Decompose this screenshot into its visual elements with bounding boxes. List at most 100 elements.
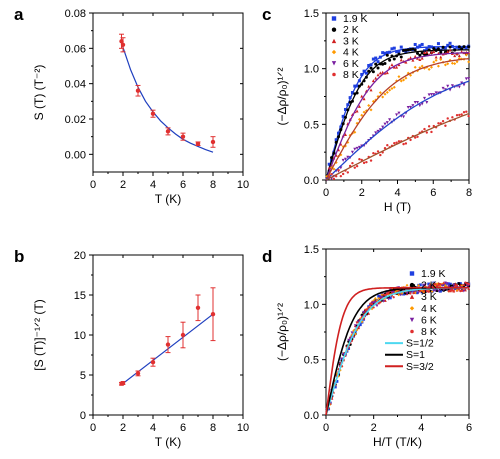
data-point	[409, 294, 415, 299]
data-point	[450, 61, 454, 65]
data-point	[355, 109, 359, 113]
data-point	[437, 283, 440, 287]
data-point	[429, 50, 433, 54]
data-point	[372, 301, 376, 305]
panel-c: 0 2 4 6 8 0.0 0.5 1.0 1.5 H (T) (−Δρ/ρ₀)¹ᐟ² c 1.9 K2…	[262, 5, 472, 214]
data-point	[335, 380, 339, 383]
data-point	[369, 88, 373, 92]
data-point	[443, 63, 447, 67]
data-point	[432, 60, 436, 64]
legend-label: S=1/2	[406, 338, 434, 350]
data-point	[429, 93, 433, 97]
data-point	[378, 91, 382, 95]
data-point	[402, 48, 406, 52]
data-point	[429, 65, 433, 69]
legend-label: 1.9 K	[343, 13, 368, 25]
x-tick-label: 6	[180, 422, 186, 434]
data-point	[362, 110, 366, 114]
data-point	[453, 62, 457, 66]
data-point	[392, 85, 396, 89]
data-point	[372, 152, 375, 155]
data-point	[464, 53, 468, 57]
data-point	[460, 288, 464, 291]
data-point	[442, 283, 446, 287]
data-point	[383, 92, 387, 96]
x-tick-label: 4	[150, 179, 156, 191]
x-tick-label: 2	[359, 187, 365, 199]
x-tick-label: 8	[210, 422, 216, 434]
data-point	[460, 289, 464, 292]
data-point	[457, 288, 460, 291]
data-point	[380, 293, 384, 297]
legend-label: S=3/2	[406, 361, 434, 373]
plot-frame	[92, 12, 244, 173]
legend-label: 4 K	[421, 303, 437, 315]
data-point	[405, 283, 409, 287]
x-tick-label: 0	[323, 187, 329, 199]
data-point	[427, 67, 431, 71]
y-tick-label: 15	[74, 290, 86, 302]
data-point	[331, 16, 337, 21]
data-point	[165, 129, 171, 134]
data-point	[397, 63, 401, 67]
data-point	[376, 150, 380, 153]
data-point	[462, 83, 466, 87]
y-tick-label: 1.0	[304, 299, 319, 311]
x-tick-label: 2	[120, 179, 126, 191]
data-point	[362, 310, 366, 314]
data-point	[371, 57, 375, 61]
data-point	[355, 84, 359, 88]
data-point	[454, 285, 457, 288]
data-point	[459, 282, 462, 285]
data-point	[195, 141, 201, 146]
data-point	[350, 150, 354, 154]
data-point	[343, 107, 347, 111]
data-point	[355, 146, 359, 150]
y-axis-label: [S (T)]⁻¹ᐟ² (T)	[32, 299, 46, 370]
data-point	[399, 79, 403, 83]
data-point	[210, 312, 216, 317]
data-point	[373, 297, 377, 300]
data-point	[409, 271, 415, 276]
data-point	[365, 160, 368, 164]
legend-label: 1.9 K	[421, 268, 446, 280]
panel-a: 0 2 4 6 8 10 0.00 0.02 0.04 0.06 0.08 T (K) S (T) (T…	[14, 5, 249, 206]
data-point	[451, 116, 454, 119]
data-point	[376, 73, 380, 77]
data-point	[380, 296, 384, 299]
y-axis-label: (−Δρ/ρ₀)¹ᐟ²	[275, 303, 289, 361]
data-point	[180, 332, 186, 338]
data-point	[388, 58, 392, 62]
data-point	[381, 62, 385, 66]
data-point	[433, 289, 437, 293]
data-point	[411, 47, 415, 51]
data-point	[362, 161, 366, 165]
data-point	[351, 161, 354, 165]
data-point	[383, 62, 387, 66]
data-point	[404, 76, 408, 80]
data-point	[432, 93, 436, 97]
fit-curve	[325, 112, 470, 181]
x-tick-label: 8	[466, 187, 472, 199]
data-point	[387, 297, 391, 301]
data-point	[395, 65, 399, 69]
data-point	[425, 131, 429, 134]
data-point	[430, 290, 434, 294]
data-point	[353, 84, 357, 88]
data-point	[385, 51, 389, 55]
data-point	[462, 111, 466, 114]
y-tick-label: 0.00	[65, 149, 86, 161]
x-axis-label: T (K)	[155, 435, 181, 449]
x-tick-label: 2	[120, 422, 126, 434]
data-point	[150, 360, 156, 365]
data-point	[385, 53, 389, 57]
data-point	[377, 296, 381, 300]
data-point	[446, 43, 450, 47]
data-point	[440, 284, 444, 288]
data-point	[339, 174, 343, 178]
data-point	[467, 114, 470, 118]
data-point	[355, 321, 359, 324]
data-point	[330, 172, 333, 176]
data-point	[165, 342, 171, 347]
fit-curve	[325, 45, 469, 181]
